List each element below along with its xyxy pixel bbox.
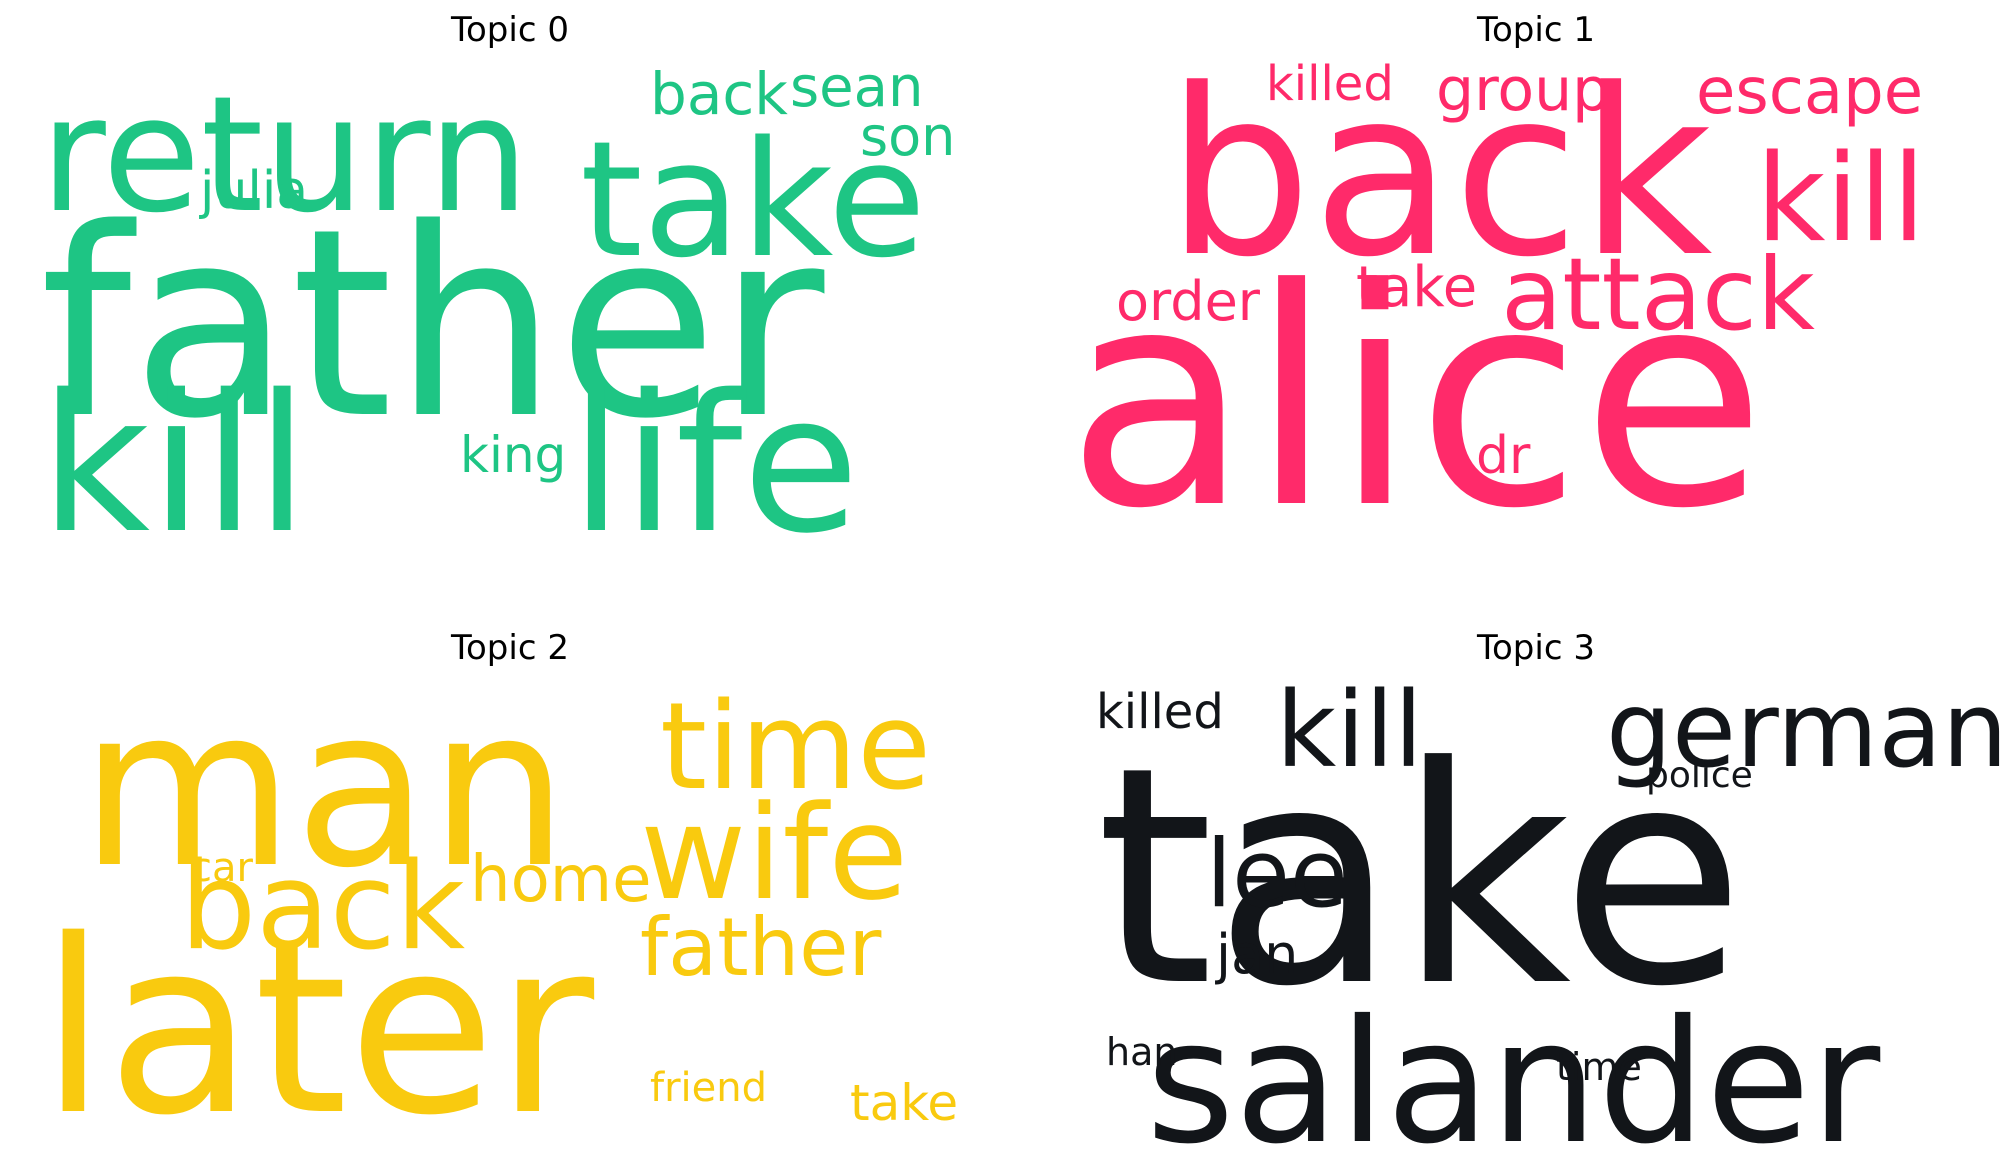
word: take — [1096, 703, 1746, 1052]
word: sean — [790, 60, 924, 120]
word: group — [1436, 60, 1611, 125]
word: order — [1116, 270, 1260, 333]
word-cloud: father kill life return take back sean son julia… — [40, 60, 980, 540]
word: han — [1106, 1030, 1178, 1074]
word-cloud: man later time wife back father home car friend t… — [40, 678, 980, 1148]
word: son — [860, 105, 956, 168]
panel-topic-3: Topic 3 take salander kill german killed lee p… — [1046, 620, 2016, 1160]
panel-title: Topic 3 — [1477, 628, 1595, 668]
word: time — [660, 678, 932, 817]
word: father — [640, 901, 882, 994]
word: friend — [650, 1065, 767, 1111]
word: take — [1356, 255, 1478, 320]
word: time — [1556, 1045, 1642, 1089]
panel-title: Topic 0 — [451, 10, 569, 50]
word: man — [80, 678, 569, 916]
word: kill — [40, 354, 309, 541]
word: police — [1646, 755, 1753, 796]
word: later — [40, 888, 595, 1148]
word: wife — [640, 777, 909, 929]
word: salander — [1146, 984, 1881, 1148]
word: german — [1606, 678, 2006, 791]
word: escape — [1696, 60, 1924, 129]
word: alice — [1066, 225, 1767, 541]
word-cloud: take salander kill german killed lee police jan… — [1066, 678, 2006, 1148]
word: kill — [1756, 130, 1926, 269]
word: killed — [1096, 684, 1224, 740]
word: back — [180, 838, 466, 977]
panel-title: Topic 1 — [1477, 10, 1595, 50]
word: return — [40, 61, 530, 248]
word: king — [460, 426, 567, 484]
word: back — [1166, 60, 1713, 308]
word: attack — [1501, 236, 1815, 353]
word: dr — [1476, 426, 1531, 486]
word: car — [190, 845, 253, 891]
word: kill — [1276, 678, 1423, 791]
word: killed — [1266, 60, 1394, 112]
word: julia — [200, 161, 309, 221]
word: home — [470, 843, 652, 917]
word: father — [40, 174, 825, 476]
word: back — [650, 60, 788, 128]
panel-topic-0: Topic 0 father kill life return take back sean… — [20, 0, 1000, 560]
panel-topic-1: Topic 1 alice back kill attack escape group ki… — [1046, 0, 2016, 560]
word-cloud: alice back kill attack escape group killed orde… — [1066, 60, 2006, 540]
word: lee — [1206, 820, 1348, 929]
panel-topic-2: Topic 2 man later time wife back father home ca… — [20, 620, 1000, 1160]
panel-title: Topic 2 — [451, 628, 569, 668]
word: jan — [1216, 923, 1299, 986]
word: take — [850, 1074, 959, 1132]
word: take — [580, 106, 927, 293]
word: life — [570, 354, 860, 541]
